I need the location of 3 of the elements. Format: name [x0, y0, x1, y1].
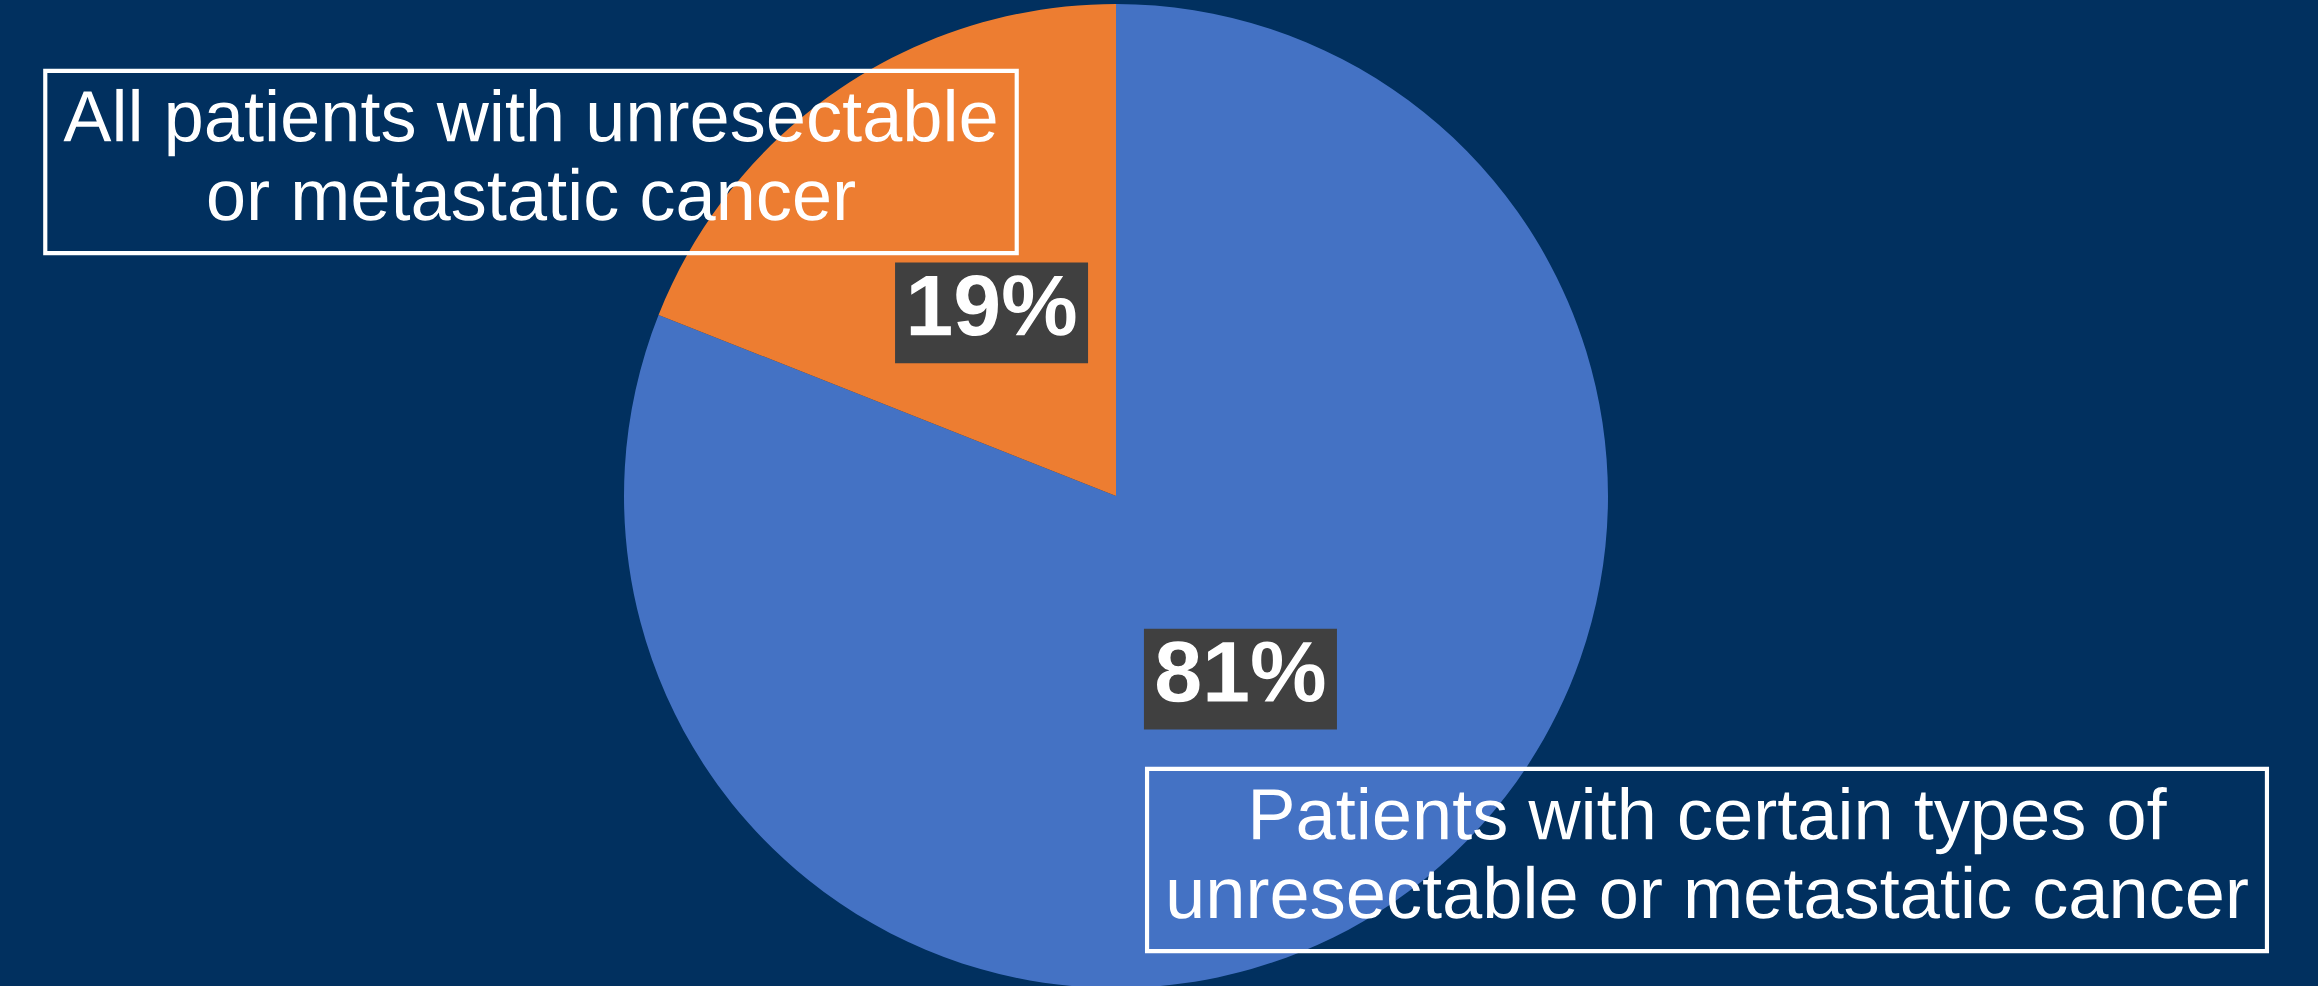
data-label: 81% [1157, 641, 1325, 703]
data-label: 19% [910, 275, 1076, 336]
slice-label: Patients with certain types of unresectable or metastatic cancer [1169, 786, 2248, 919]
